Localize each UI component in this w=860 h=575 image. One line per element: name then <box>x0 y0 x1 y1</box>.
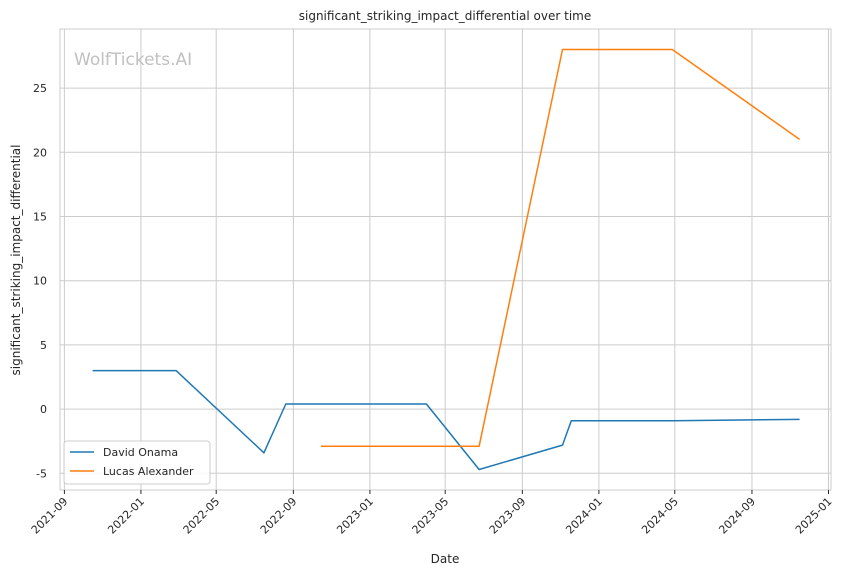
legend-label-david-onama: David Onama <box>103 446 178 459</box>
chart-title: significant_striking_impact_differential… <box>299 9 591 23</box>
x-tick-label: 2023-09 <box>487 495 529 537</box>
y-tick-label: 10 <box>33 275 47 288</box>
x-tick-label: 2022-05 <box>181 495 223 537</box>
y-axis-label: significant_striking_impact_differential <box>9 145 23 376</box>
x-tick-label: 2025-01 <box>793 495 835 537</box>
y-tick-label: -5 <box>36 467 47 480</box>
series-lines <box>92 48 801 471</box>
watermark: WolfTickets.AI <box>74 50 192 70</box>
y-tick-label: 15 <box>33 210 47 223</box>
legend: David Onama Lucas Alexander <box>63 440 211 485</box>
x-tick-label: 2023-01 <box>334 495 376 537</box>
x-tick-label: 2024-05 <box>639 495 681 537</box>
legend-label-lucas-alexander: Lucas Alexander <box>103 465 194 478</box>
y-tick-label: 25 <box>33 82 47 95</box>
x-tick-label: 2022-09 <box>258 495 300 537</box>
y-tick-label: 20 <box>33 146 47 159</box>
x-tick-labels: 2021-09 2022-01 2022-05 2022-09 2023-01 2023-… <box>29 490 835 537</box>
y-tick-label: 5 <box>40 339 47 352</box>
x-tick-label: 2021-09 <box>29 495 71 537</box>
legend-box <box>63 440 211 485</box>
y-tick-labels: -5 0 5 10 15 20 25 <box>33 82 47 480</box>
x-axis-label: Date <box>431 552 460 566</box>
x-tick-label: 2024-09 <box>716 495 758 537</box>
y-tick-label: 0 <box>40 403 47 416</box>
x-tick-label: 2023-05 <box>410 495 452 537</box>
x-tick-label: 2024-01 <box>563 495 605 537</box>
series-line-david-onama <box>92 369 800 471</box>
x-tick-label: 2022-01 <box>105 495 147 537</box>
series-line-lucas-alexander <box>321 48 801 448</box>
grid-lines <box>60 29 831 490</box>
